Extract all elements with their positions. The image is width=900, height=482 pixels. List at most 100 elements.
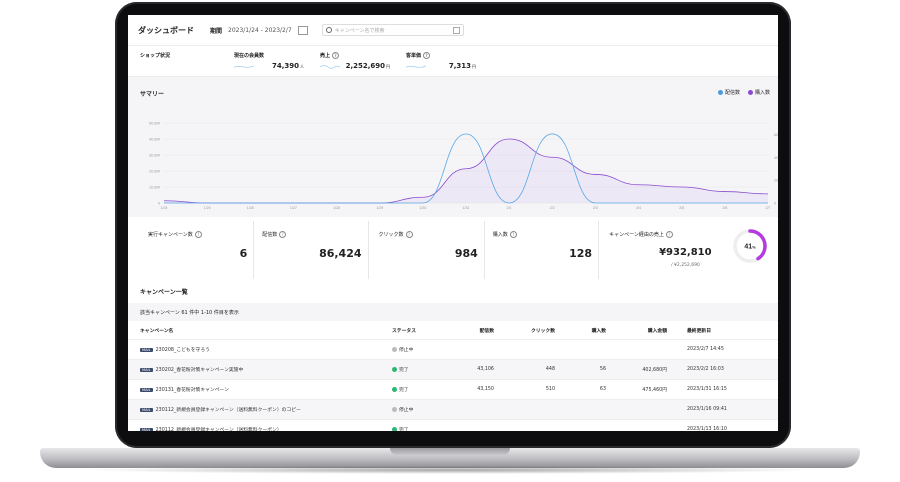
table-row[interactable]: MAIL 230208_こどもを守ろう 停止中 2023/2/7 14:45 (128, 339, 778, 360)
cell-amount: 475,460円 (616, 379, 677, 400)
table-row[interactable]: MAIL 230131_春花粉対策キャンペーン 完了 43,150 510 63 475,4… (128, 379, 778, 400)
col-amount[interactable]: 購入金額 (616, 321, 677, 340)
legend-item-sent[interactable]: 配信数 (717, 89, 740, 96)
status-dot (392, 367, 397, 372)
page-title: ダッシュボード (138, 25, 194, 35)
cell-purchases (565, 339, 616, 360)
search-placeholder: キャンペーン名で検索 (334, 27, 385, 34)
summary-title: サマリー (140, 91, 165, 98)
mail-tag: MAIL (140, 408, 153, 412)
y2-tick-label: 60 (774, 133, 778, 137)
cell-status: 完了 (391, 419, 453, 431)
stat-average-label: 客単価? (406, 52, 431, 59)
cell-name[interactable]: MAIL 230208_こどもを守ろう (128, 339, 391, 360)
cell-name[interactable]: MAIL 230202_春花粉対策キャンペーン実施中 (128, 359, 391, 380)
cell-purchases (565, 399, 616, 420)
x-tick-label: 1/31 (463, 206, 470, 210)
mail-tag: MAIL (140, 368, 153, 372)
cell-sent: 43,150 (453, 379, 504, 400)
stat-sales-label: 売上? (320, 52, 340, 59)
campaign-table: 該当キャンペーン 61 件中 1-10 件目を表示 キャンペーン名 ステータス … (128, 303, 778, 431)
campaign-sales-donut: 41% (733, 229, 767, 263)
x-tick-label: 2/6 (722, 206, 727, 210)
campaign-sales-value: ¥932,810 (659, 247, 712, 258)
series-line-sent (164, 133, 768, 204)
cell-status: 完了 (391, 379, 453, 400)
mail-tag: MAIL (140, 348, 153, 352)
shop-status: ショップ状況 (128, 46, 224, 76)
cell-clicks: 448 (504, 359, 565, 380)
metric-label: キャンペーン経由の売上? (609, 231, 673, 238)
x-tick-label: 1/25 (204, 206, 211, 210)
col-updated[interactable]: 最終更新日 (677, 321, 778, 340)
stat-average-value: 7,313円 (448, 62, 476, 70)
help-icon[interactable]: ? (194, 231, 202, 238)
cell-name[interactable]: MAIL 230112_新規会員登録キャンペーン（送料無料クーポン）のコピー (128, 399, 391, 420)
cell-updated: 2023/1/16 09:41 (677, 399, 778, 420)
x-tick-label: 1/29 (376, 206, 383, 210)
help-icon[interactable]: ? (423, 52, 431, 59)
cell-name[interactable]: MAIL 230112_新規会員登録キャンペーン（送料無料クーポン） (128, 419, 391, 431)
stat-members-value: 74,390人 (271, 62, 304, 70)
help-icon[interactable]: ? (332, 52, 340, 59)
x-tick-label: 1/30 (419, 206, 426, 210)
cell-clicks (504, 399, 565, 420)
status-dot (392, 407, 397, 412)
cell-status: 完了 (391, 359, 453, 380)
legend-item-purchase[interactable]: 購入数 (747, 89, 770, 96)
top-bar: ダッシュボード 期間 2023/1/24 - 2023/2/7 キャンペーン名で… (128, 15, 778, 46)
cell-status: 停止中 (391, 399, 453, 420)
cell-amount (616, 339, 677, 360)
y-tick-label: 10,000 (149, 186, 160, 190)
status-dot (392, 427, 397, 431)
metric-value: 984 (454, 247, 478, 260)
y-tick-label: 50,000 (149, 122, 160, 126)
col-name[interactable]: キャンペーン名 (128, 321, 391, 340)
col-status[interactable]: ステータス (391, 321, 453, 340)
laptop-notch (390, 448, 510, 455)
status-dot (392, 387, 397, 392)
laptop-shadow (80, 466, 820, 474)
help-icon[interactable]: ? (665, 231, 673, 238)
mail-tag: MAIL (140, 428, 153, 431)
y2-tick-label: 40 (774, 156, 778, 160)
stat-average: 客単価? 7,313円 (396, 46, 482, 76)
help-icon[interactable]: ? (405, 231, 413, 238)
cell-updated: 2023/1/13 16:10 (677, 419, 778, 431)
metric-sent: 配信数? 86,424 (254, 221, 369, 279)
cell-purchases (565, 419, 616, 431)
metric-campaign-sales: キャンペーン経由の売上? ¥932,810 / ¥2,252,690 (599, 221, 778, 279)
search-input[interactable]: キャンペーン名で検索 (321, 24, 464, 36)
col-purchases[interactable]: 購入数 (565, 321, 616, 340)
help-icon[interactable]: ? (509, 231, 517, 238)
shop-status-label: ショップ状況 (140, 53, 171, 59)
cell-name[interactable]: MAIL 230131_春花粉対策キャンペーン (128, 379, 391, 400)
table-row[interactable]: MAIL 230112_新規会員登録キャンペーン（送料無料クーポン）のコピー 停止中… (128, 399, 778, 420)
x-tick-label: 2/4 (636, 206, 641, 210)
col-clicks[interactable]: クリック数 (504, 321, 565, 340)
period-label: 期間 (210, 27, 223, 35)
campaign-list-title: キャンペーン一覧 (140, 289, 188, 296)
metric-value: 6 (239, 247, 248, 260)
y-tick-label: 20,000 (149, 170, 160, 174)
table-info: 該当キャンペーン 61 件中 1-10 件目を表示 (128, 303, 778, 321)
table-row[interactable]: MAIL 230112_新規会員登録キャンペーン（送料無料クーポン） 完了 2023/… (128, 419, 778, 431)
cell-updated: 2023/2/2 16:03 (677, 359, 778, 380)
col-sent[interactable]: 配信数 (453, 321, 504, 340)
cell-purchases: 56 (565, 359, 616, 380)
cell-amount (616, 419, 677, 431)
filter-icon[interactable] (452, 26, 460, 34)
help-icon[interactable]: ? (279, 231, 287, 238)
sparkline-members (234, 65, 254, 68)
table-row[interactable]: MAIL 230202_春花粉対策キャンペーン実施中 完了 43,106 448 56 40… (128, 359, 778, 380)
stat-members-label: 現在の会員数 (234, 53, 265, 59)
cell-amount (616, 399, 677, 420)
period-value[interactable]: 2023/1/24 - 2023/2/7 (228, 26, 292, 34)
stat-sales-value: 2,252,690円 (345, 62, 390, 70)
cell-amount: 402,680円 (616, 359, 677, 380)
sparkline-sales (320, 65, 340, 69)
y-tick-label: 0 (158, 202, 160, 206)
metric-value: 128 (569, 247, 593, 260)
calendar-icon[interactable] (297, 25, 308, 35)
cell-sent (453, 339, 504, 360)
